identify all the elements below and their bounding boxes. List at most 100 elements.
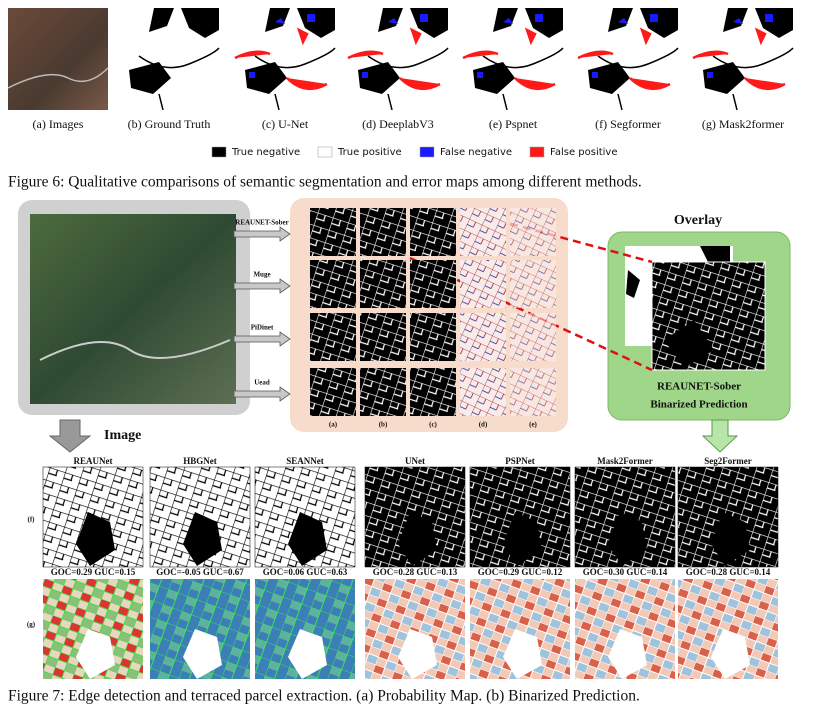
- overlay-blob: [626, 246, 730, 298]
- down-arrow: [48, 419, 92, 453]
- false-positive: [234, 27, 328, 91]
- mask-blob: [129, 8, 219, 94]
- method-name: Seg2Former: [704, 456, 751, 466]
- mask-blob: [473, 8, 563, 94]
- method-metrics: GOC=0.29 GUC=0.15: [51, 567, 136, 577]
- mask-blob: [245, 8, 335, 94]
- mask-line: [712, 47, 794, 111]
- false-negative: [707, 14, 773, 78]
- mask-blob: [588, 8, 678, 94]
- mask-line: [597, 47, 679, 111]
- arrow: [233, 226, 291, 242]
- panel: [462, 8, 564, 111]
- arrow-label: Uead: [254, 379, 270, 387]
- overlay-title: Overlay: [674, 213, 722, 228]
- panel: [119, 8, 220, 111]
- legend-label: False negative: [440, 147, 512, 158]
- tile: [410, 260, 456, 308]
- mask-line: [254, 47, 336, 111]
- binary-blob: [503, 512, 542, 566]
- row-label: (g): [27, 621, 36, 629]
- panel-caption: (a) Images: [33, 117, 84, 131]
- false-positive: [347, 27, 441, 91]
- tile: [310, 368, 356, 416]
- tile: [510, 313, 556, 361]
- method-name: SEANNet: [286, 456, 324, 466]
- false-positive: [462, 27, 556, 91]
- tile: [310, 313, 356, 361]
- method-metrics: GOC=0.30 GUC=0.14: [583, 567, 668, 577]
- false-positive: [692, 27, 786, 91]
- legend-swatch: [529, 146, 545, 158]
- column-label: (e): [529, 421, 537, 429]
- panel-caption: (d) DeeplabV3: [362, 117, 434, 131]
- panel: [692, 8, 794, 111]
- tile: [460, 208, 506, 256]
- panel-caption: (b) Ground Truth: [128, 117, 211, 131]
- overlay-pred: [651, 261, 766, 371]
- method-metrics: GOC=0.06 GUC=0.63: [263, 567, 348, 577]
- aerial-image: [8, 8, 108, 110]
- panel-caption: (c) U-Net: [262, 117, 309, 131]
- arrow: [233, 386, 291, 402]
- arrow-label: REAUNET-Sober: [235, 219, 288, 227]
- row-label: (f): [28, 516, 36, 524]
- method-name: Mask2Former: [597, 456, 652, 466]
- color-blob: [288, 629, 327, 679]
- false-positive: [577, 27, 671, 91]
- figure-caption: Figure 7: Edge detection and terraced pa…: [8, 688, 640, 705]
- tile: [510, 368, 556, 416]
- legend-swatch: [211, 146, 227, 158]
- color-blob: [503, 629, 542, 679]
- panel: [577, 8, 679, 111]
- tile: [410, 313, 456, 361]
- tile: [410, 208, 456, 256]
- tile: [360, 260, 406, 308]
- method-name: PSPNet: [505, 456, 535, 466]
- tile: [510, 260, 556, 308]
- column-label: (a): [329, 421, 338, 429]
- binary-blob: [76, 512, 115, 566]
- column-label: (b): [379, 421, 388, 429]
- false-negative: [477, 14, 543, 78]
- tile: [510, 208, 556, 256]
- color-blob: [711, 629, 750, 679]
- tile: [360, 208, 406, 256]
- mask-line: [138, 47, 220, 111]
- panel-caption: (e) Pspnet: [489, 117, 538, 131]
- color-blob: [76, 629, 115, 679]
- tile: [310, 260, 356, 308]
- mask-line: [367, 47, 449, 111]
- legend-label: True negative: [231, 147, 300, 158]
- false-negative: [362, 14, 428, 78]
- tile: [460, 313, 506, 361]
- image-label: Image: [104, 428, 141, 443]
- overlay-label: Binarized Prediction: [650, 399, 747, 411]
- mask-blob: [703, 8, 793, 94]
- tile: [360, 313, 406, 361]
- panel: [7, 8, 109, 110]
- legend-swatch: [317, 146, 333, 158]
- mask-line: [482, 47, 564, 111]
- arrow-label: PiDinet: [251, 324, 274, 332]
- panel-caption: (f) Segformer: [595, 117, 661, 131]
- tile: [360, 368, 406, 416]
- tile: [310, 208, 356, 256]
- method-name: HBGNet: [183, 456, 217, 466]
- color-blob: [398, 629, 437, 679]
- false-negative: [249, 14, 315, 78]
- overlay-label: REAUNET-Sober: [657, 381, 741, 393]
- binary-blob: [288, 512, 327, 566]
- figure-caption: Figure 6: Qualitative comparisons of sem…: [8, 174, 642, 191]
- method-name: REAUNet: [74, 456, 113, 466]
- color-blob: [183, 629, 222, 679]
- false-negative: [592, 14, 658, 78]
- binary-blob: [398, 512, 437, 566]
- binary-blob: [183, 512, 222, 566]
- method-name: UNet: [405, 456, 425, 466]
- arrow: [233, 278, 291, 294]
- content: (a) Images (b) Ground Truth (c) U-Net (d) D…: [7, 8, 794, 705]
- column-label: (d): [479, 421, 488, 429]
- overlay-blob: [664, 320, 714, 368]
